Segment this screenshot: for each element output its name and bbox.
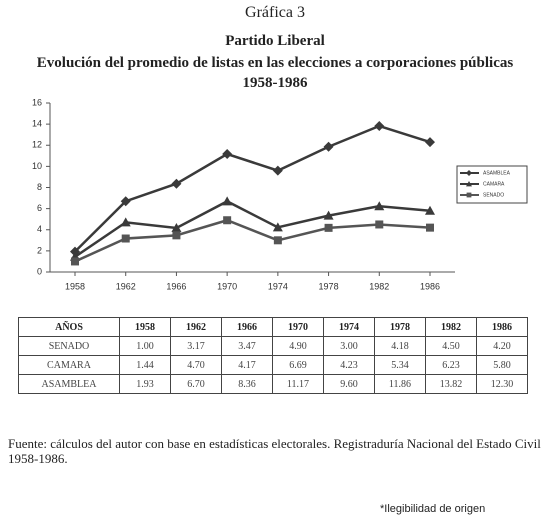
table-cell: 4.18 [374,336,426,356]
y-tick-label: 10 [32,161,42,171]
y-tick-label: 8 [37,182,42,192]
marker [323,210,334,220]
table-cell: 5.34 [374,355,426,375]
x-tick-label: 1962 [116,281,136,291]
x-tick-label: 1982 [369,281,389,291]
marker [323,141,334,152]
chart-subtitle: Evolución del promedio de listas en las … [36,55,514,91]
table-cell: 4.50 [425,336,477,356]
marker [121,234,130,243]
marker [120,196,131,207]
table-cell: 1978 [374,317,426,337]
table-cell: 6.69 [272,355,324,375]
table-row: SENADO 1.00 3.17 3.47 4.90 3.00 4.18 4.50 4.20 [18,336,528,356]
table-cell: 4.23 [323,355,375,375]
y-tick-label: 4 [37,224,42,234]
y-tick-label: 14 [32,119,42,129]
marker [172,231,181,240]
marker [466,192,472,198]
legend-label: ASAMBLEA [483,170,511,176]
marker [222,196,233,206]
legend-label: SENADO [483,192,504,198]
x-tick-label: 1958 [65,281,85,291]
x-tick-label: 1966 [166,281,186,291]
table-cell: 6.70 [170,374,222,394]
y-tick-label: 0 [37,266,42,276]
table-cell: 13.82 [425,374,477,394]
table-cell: 1.93 [119,374,171,394]
marker [272,222,283,232]
table-cell: 1986 [476,317,528,337]
table-cell: 1.44 [119,355,171,375]
table-cell: 3.00 [323,336,375,356]
table-cell: 1982 [425,317,477,337]
table-cell: 1962 [170,317,222,337]
legend-label: CAMARA [483,181,505,187]
table-cell: 3.17 [170,336,222,356]
marker [374,201,385,211]
table-cell: 1970 [272,317,324,337]
x-tick-label: 1970 [217,281,237,291]
chart: 0 2 4 6 8 10 12 14 16 1958 1962 1966 1970 1974 1978 198… [32,97,528,291]
marker [71,257,79,266]
marker [272,165,283,176]
x-tick-label: 1986 [420,281,440,291]
table-cell: 4.70 [170,355,222,375]
y-tick-label: 6 [37,203,42,213]
table-cell: SENADO [18,336,120,356]
table-row: CAMARA 1.44 4.70 4.17 6.69 4.23 5.34 6.23 5.80 [18,355,528,375]
figure-label: Gráfica 3 [245,4,305,21]
table-cell: 5.80 [476,355,528,375]
table-cell: 1.00 [119,336,171,356]
marker [222,149,233,160]
table-cell: 8.36 [221,374,273,394]
table-cell: 1966 [221,317,273,337]
marker [171,222,182,232]
table-cell: ASAMBLEA [18,374,120,394]
marker [425,205,435,215]
table-cell: 4.17 [221,355,273,375]
table-cell: 6.23 [425,355,477,375]
marker [426,223,434,232]
data-table: AÑOS 1958 1962 1966 1970 1974 1978 1982 1986 SENA… [18,317,528,394]
table-cell: 1974 [323,317,375,337]
marker [374,121,385,132]
series-line [74,218,431,263]
table-cell: 3.47 [221,336,273,356]
marker [223,216,232,225]
series-line [74,199,431,258]
marker [324,223,333,232]
table-cell: CAMARA [18,355,120,375]
table-cell: 1958 [119,317,171,337]
table-cell: 11.86 [374,374,426,394]
legibility-note: *Ilegibilidad de origen [380,503,486,515]
x-tick-label: 1978 [319,281,339,291]
table-row: AÑOS 1958 1962 1966 1970 1974 1978 1982 1986 [18,317,528,337]
chart-title: Partido Liberal [225,33,325,49]
series-line [74,124,431,253]
marker [466,181,473,187]
table-cell: 9.60 [323,374,375,394]
y-tick-label: 12 [32,140,42,150]
x-tick-label: 1974 [268,281,288,291]
y-tick-label: 16 [32,97,42,107]
marker [375,220,384,229]
table-cell: AÑOS [18,317,120,337]
y-tick-label: 2 [37,245,42,255]
table-cell: 4.20 [476,336,528,356]
marker [425,137,435,148]
table-cell: 12.30 [476,374,528,394]
marker [273,236,282,245]
marker [171,178,182,189]
table-cell: 4.90 [272,336,324,356]
marker [120,217,131,227]
table-cell: 11.17 [272,374,324,394]
marker [466,170,473,176]
table-row: ASAMBLEA 1.93 6.70 8.36 11.17 9.60 11.86 13.82 1… [18,374,528,394]
source-note: Fuente: cálculos del autor con base en e… [8,436,541,466]
